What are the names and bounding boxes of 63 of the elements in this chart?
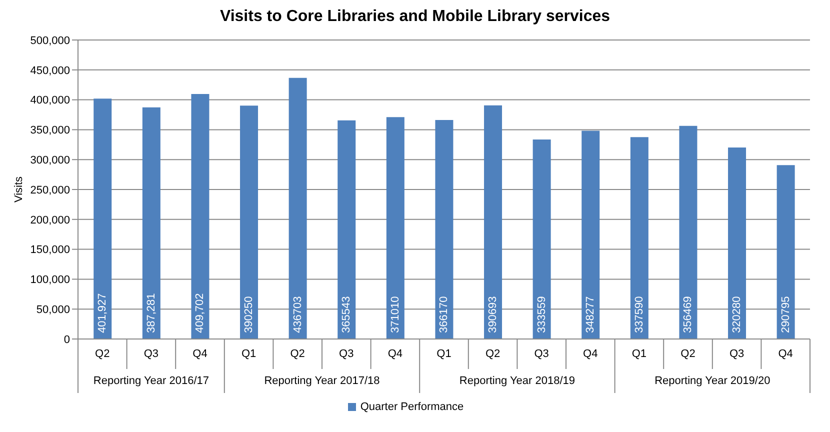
bar [776, 165, 795, 339]
data-label: 365543 [340, 296, 353, 333]
bar [532, 140, 551, 339]
bar [582, 130, 600, 339]
bar [728, 147, 746, 339]
y-tick-label: 400,000 [30, 94, 70, 107]
data-label: 333559 [536, 296, 548, 333]
x-tick-label: Q2 [290, 348, 305, 360]
bar [484, 105, 502, 339]
data-label: 337590 [633, 296, 646, 333]
y-tick-label: 500,000 [30, 34, 70, 47]
y-tick-label: 450,000 [30, 64, 70, 77]
text: Reporting Year 2017/18 [264, 375, 380, 387]
y-tick-label: 200,000 [30, 214, 70, 226]
x-tick-label: Q2 [680, 348, 696, 360]
data-label: 387,281 [145, 293, 158, 333]
bar [386, 117, 404, 339]
x-tick-label: Q1 [632, 348, 647, 360]
x-tick-label: Q3 [534, 348, 549, 360]
data-label: 390250 [243, 296, 256, 333]
bar [338, 120, 356, 339]
x-tick-label: Q3 [144, 348, 159, 360]
text: Reporting Year 2016/17 [93, 375, 210, 387]
x-tick-label: Q4 [778, 348, 793, 360]
y-tick-label: 0 [64, 334, 70, 346]
y-tick-label: 350,000 [30, 124, 70, 137]
y-tick-label: 150,000 [30, 244, 70, 256]
bar [679, 126, 698, 339]
bar [240, 106, 258, 339]
bar [94, 98, 112, 339]
text: Reporting Year 2018/19 [459, 375, 576, 387]
x-tick-label: Q4 [388, 348, 403, 360]
data-label: 290795 [780, 296, 792, 333]
x-tick-label: Q3 [729, 348, 744, 360]
data-label: 320280 [731, 296, 744, 333]
data-label: 371010 [389, 296, 402, 333]
x-tick-label: Q2 [485, 348, 500, 360]
bar [142, 107, 160, 339]
legend-label: Quarter Performance [360, 401, 464, 413]
data-label: 409,702 [194, 293, 206, 333]
data-label: 436703 [292, 296, 304, 333]
x-tick-label: Q3 [339, 348, 354, 360]
y-tick-label: 100,000 [30, 274, 70, 286]
y-tick-label: 300,000 [30, 154, 70, 167]
data-label: 356469 [682, 296, 694, 333]
data-label: 348277 [584, 296, 597, 333]
chart-title: Visits to Core Libraries and Mobile Library services [218, 8, 612, 26]
y-tick-label: 50,000 [36, 304, 70, 316]
y-axis-title: Visits [12, 176, 25, 203]
data-label: 401,927 [96, 293, 109, 333]
bar [435, 120, 454, 339]
data-label: 366170 [438, 296, 450, 333]
bar [288, 78, 307, 339]
x-tick-label: Q1 [436, 348, 452, 360]
bar [630, 137, 648, 339]
x-tick-label: Q1 [241, 348, 256, 360]
x-tick-label: Q4 [192, 348, 208, 360]
x-tick-label: Q4 [583, 348, 598, 360]
y-tick-label: 250,000 [30, 184, 70, 196]
bar [191, 94, 210, 339]
data-label: 390693 [487, 296, 500, 333]
text: Reporting Year 2019/20 [654, 375, 770, 387]
x-tick-label: Q2 [95, 348, 110, 360]
